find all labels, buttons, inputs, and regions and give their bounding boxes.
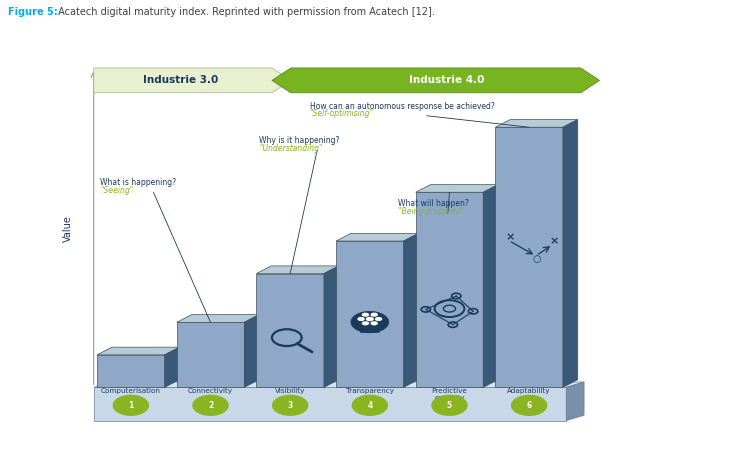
Polygon shape — [177, 315, 260, 322]
Polygon shape — [165, 347, 179, 387]
Polygon shape — [495, 127, 562, 387]
Polygon shape — [256, 274, 324, 387]
Circle shape — [193, 396, 228, 415]
Circle shape — [352, 396, 387, 415]
Polygon shape — [98, 347, 179, 355]
Polygon shape — [177, 322, 244, 387]
Text: 2: 2 — [208, 401, 213, 410]
Text: Industrie 3.0: Industrie 3.0 — [142, 76, 218, 86]
Text: Figure 5:: Figure 5: — [8, 7, 57, 17]
Text: "Seeing": "Seeing" — [100, 186, 134, 195]
Polygon shape — [404, 234, 418, 387]
Circle shape — [113, 396, 148, 415]
Polygon shape — [562, 120, 578, 387]
Text: 3: 3 — [287, 401, 292, 410]
Polygon shape — [566, 382, 584, 421]
Text: "Being prepared": "Being prepared" — [398, 207, 464, 216]
Circle shape — [366, 317, 374, 321]
Polygon shape — [244, 315, 260, 387]
Circle shape — [362, 321, 369, 325]
Polygon shape — [94, 382, 584, 387]
Polygon shape — [256, 266, 339, 274]
Polygon shape — [495, 120, 578, 127]
Text: ×: × — [550, 236, 560, 247]
Polygon shape — [272, 68, 599, 93]
Text: What is happening?: What is happening? — [100, 178, 177, 187]
Text: Why is it happening?: Why is it happening? — [260, 136, 340, 145]
Text: ×: × — [506, 233, 515, 243]
Circle shape — [351, 311, 388, 333]
Text: 4: 4 — [368, 401, 373, 410]
Polygon shape — [94, 387, 566, 421]
Text: Transparency: Transparency — [346, 388, 394, 394]
Text: How can an autonomous response be achieved?: How can an autonomous response be achiev… — [310, 102, 495, 111]
Text: Visibility: Visibility — [275, 388, 305, 394]
Polygon shape — [416, 192, 483, 387]
Polygon shape — [336, 234, 418, 241]
Circle shape — [512, 396, 547, 415]
Polygon shape — [98, 355, 165, 387]
Polygon shape — [360, 327, 380, 333]
Text: Acatech digital maturity index. Reprinted with permission from Acatech [12].: Acatech digital maturity index. Reprinte… — [55, 7, 435, 17]
Text: "Understanding": "Understanding" — [260, 144, 322, 153]
Text: Connectivity: Connectivity — [188, 388, 233, 394]
Text: What will happen?: What will happen? — [398, 199, 468, 208]
Text: Predictive
capacity: Predictive capacity — [431, 388, 467, 401]
Circle shape — [362, 313, 369, 317]
Text: 5: 5 — [447, 401, 452, 410]
Polygon shape — [336, 241, 404, 387]
Text: 6: 6 — [526, 401, 532, 410]
Polygon shape — [94, 68, 291, 93]
Polygon shape — [324, 266, 339, 387]
Text: Industrie 4.0: Industrie 4.0 — [409, 76, 485, 86]
Text: 1: 1 — [128, 401, 133, 410]
Text: Value: Value — [63, 215, 73, 242]
Text: ○: ○ — [533, 254, 542, 264]
Circle shape — [432, 396, 467, 415]
Circle shape — [273, 396, 308, 415]
Polygon shape — [483, 184, 498, 387]
Polygon shape — [416, 184, 498, 192]
Circle shape — [357, 317, 364, 321]
Circle shape — [375, 317, 382, 321]
Circle shape — [370, 321, 378, 325]
Text: Adaptability: Adaptability — [507, 388, 550, 394]
Text: Computerisation: Computerisation — [101, 388, 160, 394]
Circle shape — [370, 313, 378, 317]
Text: "Self-optimising": "Self-optimising" — [310, 109, 374, 118]
